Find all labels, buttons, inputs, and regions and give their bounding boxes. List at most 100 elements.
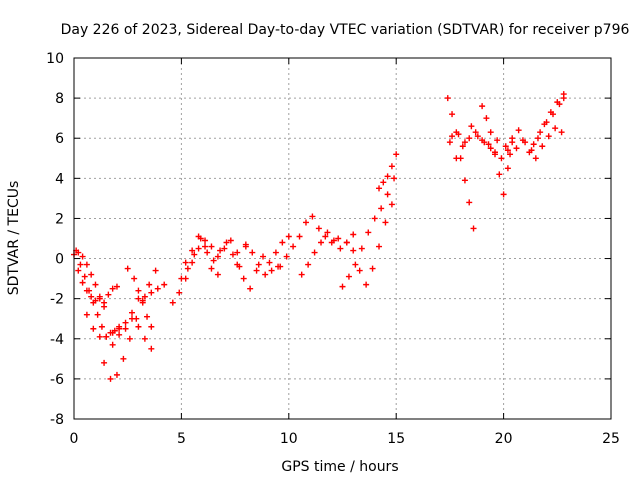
data-point: [519, 137, 526, 144]
series-trace-2: [73, 247, 123, 340]
data-point: [208, 265, 215, 272]
data-point: [86, 287, 93, 294]
data-point: [96, 293, 103, 300]
data-point: [444, 95, 451, 102]
data-point: [124, 265, 131, 272]
data-point: [384, 191, 391, 198]
series-trace-18: [444, 95, 477, 232]
data-point: [449, 111, 456, 118]
series-trace-13: [277, 213, 342, 270]
data-point: [376, 185, 383, 192]
data-point: [550, 111, 557, 118]
data-point: [315, 225, 322, 232]
data-point: [113, 371, 120, 378]
data-point: [107, 375, 114, 382]
data-point: [88, 271, 95, 278]
data-point: [227, 237, 234, 244]
data-point: [552, 125, 559, 132]
data-point: [141, 335, 148, 342]
data-point: [154, 285, 161, 292]
data-point: [500, 191, 507, 198]
series-trace-1: [71, 251, 120, 306]
data-point: [189, 259, 196, 266]
y-tick-label: 6: [55, 131, 64, 147]
data-points: [71, 91, 567, 382]
data-point: [309, 213, 316, 220]
data-point: [453, 155, 460, 162]
data-point: [461, 177, 468, 184]
data-point: [195, 245, 202, 252]
x-tick-label: 0: [70, 431, 79, 447]
data-point: [290, 243, 297, 250]
data-point: [195, 233, 202, 240]
data-point: [122, 325, 129, 332]
data-point: [103, 333, 110, 340]
data-point: [139, 299, 146, 306]
data-point: [204, 249, 211, 256]
data-point: [388, 163, 395, 170]
data-point: [90, 325, 97, 332]
data-point: [202, 243, 209, 250]
data-point: [79, 279, 86, 286]
data-point: [543, 119, 550, 126]
data-point: [498, 155, 505, 162]
data-point: [507, 151, 514, 158]
data-point: [98, 323, 105, 330]
data-point: [449, 133, 456, 140]
data-point: [358, 245, 365, 252]
data-point: [79, 253, 86, 260]
data-point: [376, 243, 383, 250]
series-trace-9: [178, 235, 243, 282]
data-point: [350, 231, 357, 238]
data-point: [537, 129, 544, 136]
data-point: [152, 267, 159, 274]
data-point: [189, 247, 196, 254]
data-point: [178, 275, 185, 282]
data-point: [483, 115, 490, 122]
data-point: [337, 245, 344, 252]
data-point: [75, 249, 82, 256]
data-point: [234, 261, 241, 268]
y-tick-label: 8: [55, 91, 64, 107]
series-trace-3: [75, 249, 108, 310]
data-point: [208, 243, 215, 250]
data-point: [530, 141, 537, 148]
data-point: [318, 239, 325, 246]
plot-frame: [73, 57, 612, 420]
data-point: [494, 137, 501, 144]
data-point: [285, 233, 292, 240]
data-point: [223, 239, 230, 246]
data-point: [105, 291, 112, 298]
data-point: [75, 267, 82, 274]
data-point: [502, 143, 509, 150]
data-point: [466, 199, 473, 206]
axis-ticks: 0 5 10 15 20 25 -8 -6 -4 -2 0 2 4 6 8 10: [46, 51, 620, 447]
data-point: [388, 201, 395, 208]
series-trace-10: [182, 233, 221, 278]
data-point: [109, 285, 116, 292]
series-trace-23: [507, 125, 565, 162]
data-point: [382, 219, 389, 226]
data-point: [365, 229, 372, 236]
data-point: [214, 271, 221, 278]
data-point: [378, 205, 385, 212]
data-point: [131, 275, 138, 282]
data-point: [461, 139, 468, 146]
data-point: [496, 171, 503, 178]
data-point: [92, 281, 99, 288]
data-point: [504, 165, 511, 172]
series-trace-7: [124, 265, 155, 330]
data-point: [88, 293, 95, 300]
data-point: [262, 271, 269, 278]
series-trace-17: [376, 151, 400, 192]
series-trace-20: [449, 123, 501, 152]
data-point: [446, 139, 453, 146]
data-point: [558, 129, 565, 136]
data-point: [485, 141, 492, 148]
data-point: [217, 247, 224, 254]
data-point: [356, 267, 363, 274]
y-tick-label: 10: [46, 51, 64, 67]
chart-title: Day 226 of 2023, Sidereal Day-to-day VTE…: [61, 22, 630, 38]
data-point: [126, 335, 133, 342]
